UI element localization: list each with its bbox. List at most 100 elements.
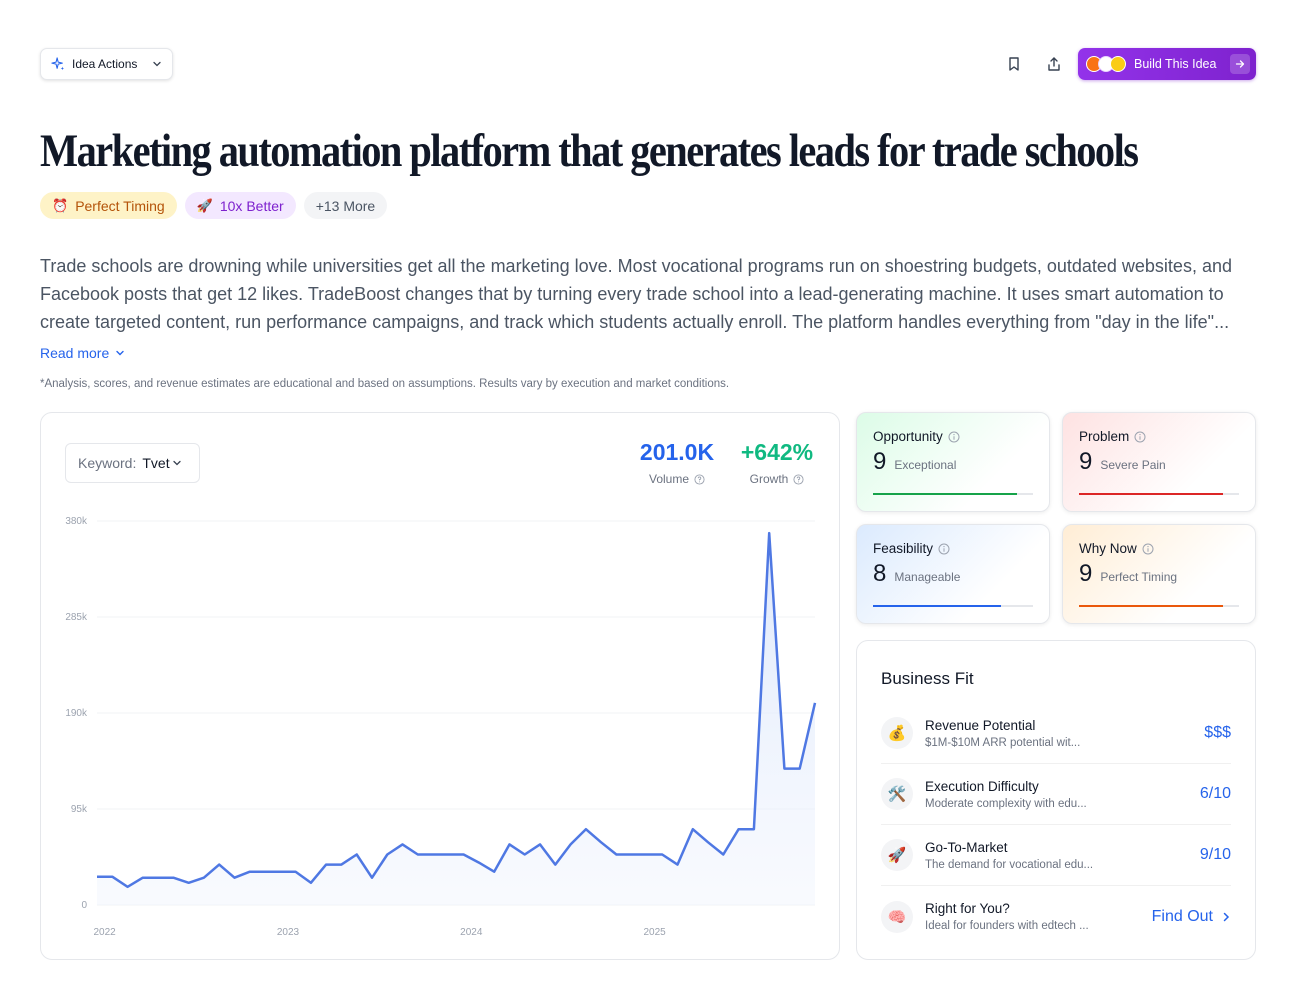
tag-10x-better[interactable]: 🚀 10x Better bbox=[184, 192, 296, 219]
info-icon[interactable] bbox=[948, 431, 960, 443]
chevron-down-icon bbox=[116, 350, 124, 356]
y-tick-label: 0 bbox=[81, 900, 87, 911]
biz-item-sub: $1M-$10M ARR potential wit... bbox=[925, 736, 1081, 749]
biz-item-sub: The demand for vocational edu... bbox=[925, 858, 1094, 871]
idea-actions-label: Idea Actions bbox=[72, 57, 138, 71]
biz-item-value: 6/10 bbox=[1199, 785, 1231, 802]
keyword-trend-card: 380k 285k 190k 95k 0 2022 2023 2024 2025 Keyword… bbox=[40, 412, 840, 960]
bookmark-icon bbox=[1009, 57, 1019, 71]
score-bar bbox=[1079, 605, 1239, 607]
help-circle-icon[interactable] bbox=[694, 473, 705, 485]
biz-item-right-for-you[interactable]: 🧠 Right for You? Ideal for founders with… bbox=[881, 886, 1231, 947]
y-tick-label: 95k bbox=[71, 804, 88, 815]
keyword-select[interactable]: Keyword: Tvet bbox=[65, 443, 200, 483]
y-tick-label: 285k bbox=[65, 612, 88, 623]
find-out-label: Find Out bbox=[1151, 907, 1213, 925]
volume-value: 201.0K bbox=[639, 439, 715, 465]
tag-label: Perfect Timing bbox=[75, 197, 165, 214]
build-label: Build This Idea bbox=[1134, 57, 1217, 71]
score-label: Why Now bbox=[1079, 541, 1137, 556]
score-label: Opportunity bbox=[873, 429, 943, 444]
tag-label: 10x Better bbox=[219, 197, 284, 214]
tag-list: ⏰ Perfect Timing 🚀 10x Better +13 More bbox=[40, 192, 388, 219]
biz-item-title: Revenue Potential bbox=[925, 717, 1036, 733]
biz-item-go-to-market[interactable]: 🚀 Go-To-Market The demand for vocational… bbox=[881, 825, 1231, 886]
top-toolbar: Idea Actions Build This Idea bbox=[40, 48, 1256, 80]
tag-perfect-timing[interactable]: ⏰ Perfect Timing bbox=[40, 192, 177, 219]
info-icon[interactable] bbox=[1142, 543, 1154, 555]
score-sub: Perfect Timing bbox=[1100, 570, 1178, 584]
score-bar-fill bbox=[873, 493, 1017, 495]
score-bar bbox=[873, 493, 1033, 495]
score-card-problem[interactable]: Problem 9 Severe Pain bbox=[1062, 412, 1256, 512]
trend-chart: 380k 285k 190k 95k 0 2022 2023 2024 2025 bbox=[65, 516, 817, 938]
biz-item-title: Go-To-Market bbox=[925, 839, 1008, 855]
y-tick-label: 190k bbox=[65, 708, 88, 719]
info-icon[interactable] bbox=[1134, 431, 1146, 443]
score-label: Feasibility bbox=[873, 541, 934, 556]
sparkle-icon bbox=[51, 57, 65, 71]
score-value: 9 bbox=[1079, 560, 1093, 587]
brain-icon: 🧠 bbox=[881, 900, 913, 933]
biz-item-revenue-potential[interactable]: 💰 Revenue Potential $1M-$10M ARR potenti… bbox=[881, 703, 1231, 764]
biz-item-execution-difficulty[interactable]: 🛠️ Execution Difficulty Moderate complex… bbox=[881, 764, 1231, 825]
read-more-link[interactable]: Read more bbox=[40, 345, 125, 361]
keyword-value: Tvet bbox=[142, 455, 170, 471]
growth-stat: +642% Growth bbox=[733, 439, 821, 486]
score-bar bbox=[1079, 493, 1239, 495]
x-tick-label: 2024 bbox=[460, 927, 483, 938]
idea-actions-button[interactable]: Idea Actions bbox=[40, 48, 173, 80]
disclaimer: *Analysis, scores, and revenue estimates… bbox=[40, 378, 730, 390]
info-icon[interactable] bbox=[938, 543, 950, 555]
score-sub: Manageable bbox=[894, 570, 961, 584]
biz-item-value: 9/10 bbox=[1199, 846, 1231, 863]
chevron-down-icon bbox=[172, 460, 181, 466]
money-bag-icon: 💰 bbox=[881, 717, 913, 749]
help-circle-icon[interactable] bbox=[793, 473, 804, 485]
build-this-idea-button[interactable]: Build This Idea bbox=[1078, 48, 1256, 80]
share-button[interactable] bbox=[1042, 52, 1066, 76]
volume-label: Volume bbox=[648, 472, 690, 486]
biz-item-title: Execution Difficulty bbox=[925, 778, 1039, 794]
score-value: 9 bbox=[873, 448, 887, 475]
score-card-why-now[interactable]: Why Now 9 Perfect Timing bbox=[1062, 524, 1256, 624]
biz-item-value: $$$ bbox=[1204, 724, 1231, 741]
business-fit-card: Business Fit 💰 Revenue Potential $1M-$10… bbox=[856, 640, 1256, 960]
idea-description: Trade schools are drowning while univers… bbox=[40, 256, 1232, 332]
biz-item-sub: Ideal for founders with edtech ... bbox=[925, 920, 1089, 932]
find-out-link[interactable]: Find Out bbox=[1152, 908, 1231, 926]
bookmark-button[interactable] bbox=[1002, 52, 1026, 76]
chevron-right-icon bbox=[1223, 912, 1230, 921]
score-card-opportunity[interactable]: Opportunity 9 Exceptional bbox=[856, 412, 1050, 512]
score-sub: Severe Pain bbox=[1100, 458, 1166, 472]
trend-line bbox=[97, 531, 817, 889]
x-tick-label: 2023 bbox=[277, 927, 300, 938]
trend-area bbox=[97, 533, 815, 905]
biz-item-title: Right for You? bbox=[925, 901, 1010, 916]
score-bar-fill bbox=[873, 605, 1001, 607]
score-card-feasibility[interactable]: Feasibility 8 Manageable bbox=[856, 524, 1050, 624]
score-bar-fill bbox=[1079, 605, 1223, 607]
partner-logo-icon bbox=[1110, 56, 1126, 72]
tools-icon: 🛠️ bbox=[881, 778, 913, 810]
score-value: 8 bbox=[873, 560, 887, 587]
growth-label: Growth bbox=[749, 472, 789, 486]
score-value: 9 bbox=[1079, 448, 1093, 475]
share-icon bbox=[1048, 57, 1060, 71]
page-title: Marketing automation platform that gener… bbox=[40, 125, 1139, 177]
growth-value: +642% bbox=[740, 439, 814, 465]
rocket-icon: 🚀 bbox=[881, 839, 913, 871]
score-bar bbox=[873, 605, 1033, 607]
arrow-right-icon bbox=[1230, 54, 1250, 74]
keyword-label: Keyword: bbox=[78, 455, 137, 471]
rocket-icon: 🚀 bbox=[196, 197, 213, 213]
score-label: Problem bbox=[1079, 429, 1130, 444]
score-sub: Exceptional bbox=[894, 458, 957, 472]
chevron-down-icon bbox=[153, 61, 161, 67]
score-bar-fill bbox=[1079, 493, 1223, 495]
x-tick-label: 2025 bbox=[643, 927, 666, 938]
alarm-clock-icon: ⏰ bbox=[52, 197, 69, 213]
tag-more[interactable]: +13 More bbox=[303, 192, 388, 219]
biz-item-sub: Moderate complexity with edu... bbox=[925, 797, 1087, 810]
